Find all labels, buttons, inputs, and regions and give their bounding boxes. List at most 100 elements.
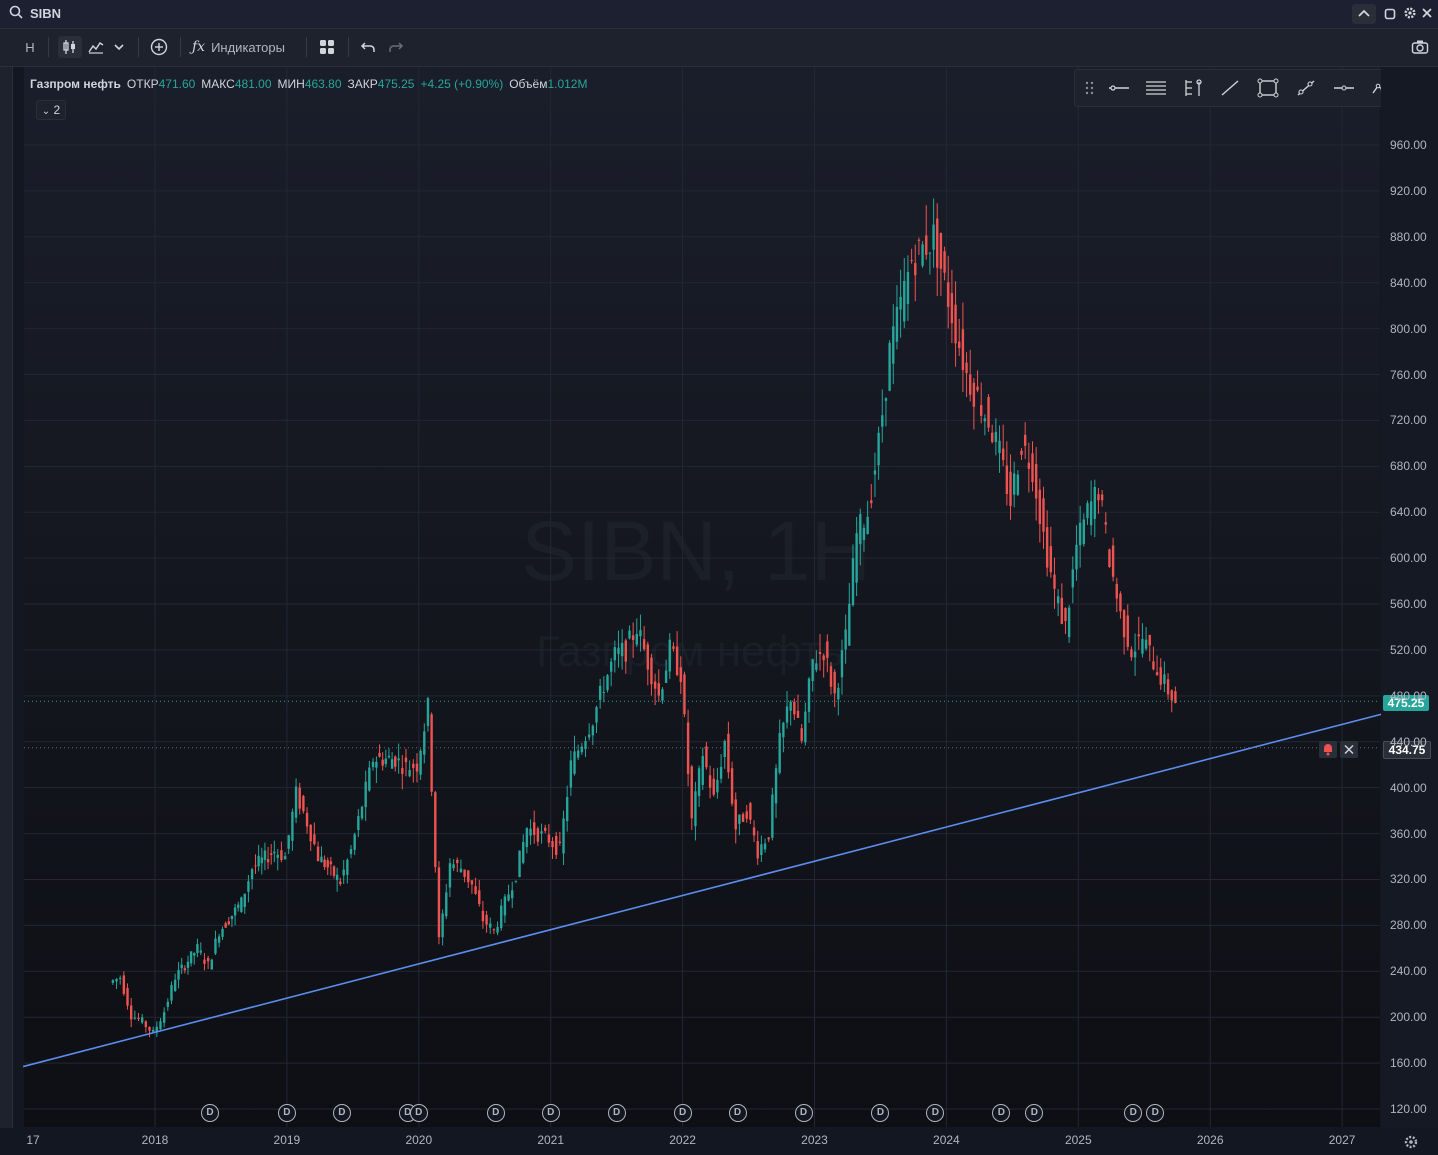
candle-body xyxy=(664,670,668,683)
search-icon[interactable] xyxy=(9,5,23,22)
maximize-icon[interactable] xyxy=(1384,7,1396,25)
candle-body xyxy=(650,657,653,685)
candle-body xyxy=(111,980,115,983)
candle-body xyxy=(749,803,752,820)
dividend-marker[interactable]: D xyxy=(607,1104,626,1122)
dividend-marker[interactable]: D xyxy=(673,1104,692,1122)
dividend-marker[interactable]: D xyxy=(541,1104,560,1122)
candle-body xyxy=(529,828,532,836)
redo-icon[interactable] xyxy=(386,36,406,58)
candle-body xyxy=(613,647,617,661)
candle-body xyxy=(881,415,884,427)
candle-body xyxy=(976,386,979,391)
dividend-marker[interactable]: D xyxy=(1124,1104,1143,1122)
parallel-lines-icon[interactable] xyxy=(1145,78,1167,98)
undo-icon[interactable] xyxy=(358,36,378,58)
gear-icon[interactable] xyxy=(1403,6,1417,25)
candle-body xyxy=(815,663,818,670)
candle-body xyxy=(661,689,664,701)
chevron-up-icon[interactable] xyxy=(1352,4,1376,24)
left-drawing-toolbar[interactable] xyxy=(0,67,13,1153)
candle-body xyxy=(859,514,862,545)
candle-body xyxy=(533,822,536,835)
instrument-name[interactable]: Газпром нефть xyxy=(30,77,121,91)
dividend-marker[interactable]: D xyxy=(728,1104,747,1122)
candle-body xyxy=(269,853,273,855)
alert-bell-icon[interactable] xyxy=(1319,741,1337,758)
candle-body xyxy=(1005,465,1009,494)
candle-body xyxy=(965,362,968,374)
add-icon[interactable] xyxy=(148,36,170,58)
dividend-marker[interactable]: D xyxy=(409,1104,428,1122)
drag-handle-icon[interactable] xyxy=(1079,78,1101,98)
indicators-collapse-button[interactable]: ⌄ 2 xyxy=(36,100,66,120)
close-icon[interactable] xyxy=(1421,6,1433,24)
horizontal-line-icon[interactable] xyxy=(1108,78,1130,98)
candle-body xyxy=(558,841,562,844)
candle-body xyxy=(1100,494,1104,501)
candle-body xyxy=(705,746,708,768)
dividend-marker[interactable]: D xyxy=(1025,1104,1044,1122)
candle-body xyxy=(587,734,591,738)
candle-body xyxy=(387,755,391,758)
interval-button[interactable]: H xyxy=(25,39,35,55)
dividend-marker[interactable]: D xyxy=(794,1104,813,1122)
candle-body xyxy=(364,781,367,808)
layout-icon[interactable] xyxy=(316,36,338,58)
price-line-icon[interactable] xyxy=(1333,78,1355,98)
dividend-marker[interactable]: D xyxy=(871,1104,890,1122)
candle-body xyxy=(180,964,183,969)
indicators-button[interactable]: ƒx Индикаторы xyxy=(192,36,296,58)
ray-icon[interactable] xyxy=(1295,78,1317,98)
candle-body xyxy=(694,791,697,827)
candle-body xyxy=(990,432,994,442)
candle-body xyxy=(368,767,371,791)
candle-body xyxy=(1012,473,1016,495)
candle-body xyxy=(1174,691,1177,703)
dividend-marker[interactable]: D xyxy=(332,1104,351,1122)
price-scale[interactable] xyxy=(1381,67,1438,1153)
candle-body xyxy=(419,750,422,775)
candle-body xyxy=(701,756,704,785)
candle-body xyxy=(628,630,631,639)
dividend-marker[interactable]: D xyxy=(926,1104,945,1122)
candle-body xyxy=(1067,607,1071,638)
dividend-marker[interactable]: D xyxy=(277,1104,296,1122)
fib-levels-icon[interactable] xyxy=(1182,78,1204,98)
candle-body xyxy=(789,701,792,711)
camera-icon[interactable] xyxy=(1408,36,1432,58)
dividend-marker[interactable]: D xyxy=(992,1104,1011,1122)
remove-alert-icon[interactable] xyxy=(1340,741,1358,758)
price-tick: 560.00 xyxy=(1390,597,1427,612)
symbol-name[interactable]: SIBN xyxy=(30,6,62,21)
rectangle-icon[interactable] xyxy=(1257,78,1279,98)
candle-body xyxy=(397,758,400,761)
candle-body xyxy=(903,281,906,322)
candle-body xyxy=(595,707,598,723)
trend-line xyxy=(22,700,1431,1068)
candle-body xyxy=(877,432,880,466)
candle-body xyxy=(932,224,935,250)
time-scale[interactable] xyxy=(0,1128,1438,1153)
settings-icon[interactable] xyxy=(1403,1134,1419,1155)
candle-body xyxy=(906,271,910,304)
trend-line-icon[interactable] xyxy=(1219,78,1241,98)
candle-body xyxy=(778,732,781,773)
candle-body xyxy=(243,893,246,907)
chevron-down-icon[interactable] xyxy=(110,36,128,58)
chart-pane[interactable]: SIBN, 1H Газпром нефть xyxy=(24,67,1380,1127)
candle-body xyxy=(408,769,411,777)
candle-body xyxy=(507,894,510,901)
time-tick: 2025 xyxy=(1064,1133,1092,1147)
candle-body xyxy=(936,218,939,268)
time-tick: 2024 xyxy=(933,1133,960,1147)
candle-body xyxy=(760,844,763,855)
dividend-marker[interactable]: D xyxy=(200,1104,219,1122)
symbol-search-bar[interactable]: SIBN xyxy=(0,0,1438,29)
candles-icon[interactable] xyxy=(58,36,82,58)
dividend-marker[interactable]: D xyxy=(1146,1104,1165,1122)
area-chart-icon[interactable] xyxy=(86,36,106,58)
candle-body xyxy=(1104,522,1107,525)
dividend-marker[interactable]: D xyxy=(486,1104,505,1122)
